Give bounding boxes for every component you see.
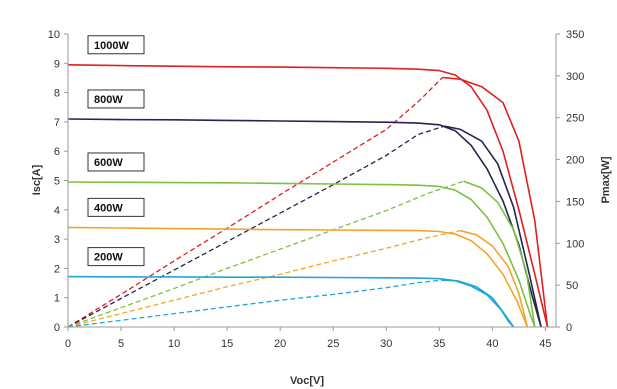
pv-curve-falling-400w [460, 229, 529, 328]
y-right-tick-label: 200 [566, 155, 584, 167]
x-tick-label: 15 [221, 338, 233, 350]
iv-curve-800w [67, 118, 542, 328]
series-label-200w: 200W [87, 247, 145, 267]
series-layer [67, 64, 549, 328]
y-left-tick-label: 3 [54, 234, 60, 246]
y-right-tick-label: 50 [566, 280, 578, 292]
iv-curve-1000w [67, 64, 549, 328]
pv-curve-falling-1000w [442, 76, 549, 328]
series-label-400w: 400W [87, 197, 145, 217]
iv-curve-400w [67, 226, 529, 328]
legend-layer: 1000W 800W 600W 400W 200W [87, 35, 145, 267]
x-tick-label: 30 [380, 338, 392, 350]
y-left-tick-label: 7 [54, 117, 60, 129]
pv-curve-falling-600w [463, 180, 536, 328]
iv-curve-200w [67, 275, 515, 328]
series-label-800w: 800W [87, 89, 145, 109]
series-label-600w: 600W [87, 152, 145, 172]
y-left-tick-label: 5 [54, 176, 60, 188]
y-right-tick-label: 0 [566, 322, 572, 334]
pv-curve-rising-800w [67, 125, 445, 328]
y-left-tick-label: 2 [54, 263, 60, 275]
series-label-box [87, 35, 145, 55]
pv-curve-falling-800w [444, 125, 542, 328]
y-left-tick-label: 9 [54, 58, 60, 70]
pv-curve-rising-1000w [67, 77, 443, 328]
y-right-axis-title: Pmax[W] [600, 156, 612, 203]
pv-curve-rising-600w [67, 180, 464, 328]
y-right-tick-label: 150 [566, 196, 584, 208]
x-axis-title: Voc[V] [290, 375, 324, 387]
y-left-tick-label: 4 [54, 205, 60, 217]
x-tick-label: 20 [274, 338, 286, 350]
y-left-tick-label: 6 [54, 146, 60, 158]
series-label-text: 800W [94, 94, 123, 106]
y-left-tick-label: 0 [54, 322, 60, 334]
x-tick-label: 40 [486, 338, 498, 350]
y-left-tick-label: 8 [54, 88, 60, 100]
pv-curve-rising-400w [67, 230, 461, 328]
series-label-box [87, 152, 145, 172]
y-right-tick-label: 250 [566, 113, 584, 125]
x-tick-label: 35 [433, 338, 445, 350]
series-label-1000w: 1000W [87, 35, 145, 55]
series-label-box [87, 89, 145, 109]
pv-curve-falling-200w [441, 279, 515, 328]
x-tick-label: 45 [539, 338, 551, 350]
axis-layer: 0 5 10 15 20 25 30 35 40 450123456789100501001502… [48, 29, 585, 350]
iv-curve-600w [67, 181, 536, 328]
y-right-tick-label: 350 [566, 29, 584, 41]
x-tick-label: 0 [65, 338, 71, 350]
series-label-box [87, 197, 145, 217]
series-label-box [87, 247, 145, 267]
pv-curve-rising-200w [67, 279, 442, 328]
y-left-tick-label: 10 [48, 29, 60, 41]
x-tick-label: 10 [168, 338, 180, 350]
y-right-tick-label: 300 [566, 71, 584, 83]
series-label-text: 600W [94, 157, 123, 169]
y-left-axis-title: Isc[A] [31, 164, 43, 195]
series-label-text: 200W [94, 252, 123, 264]
y-left-tick-label: 1 [54, 293, 60, 305]
x-tick-label: 5 [118, 338, 124, 350]
series-label-text: 400W [94, 202, 123, 214]
series-label-text: 1000W [94, 40, 129, 52]
x-tick-label: 25 [327, 338, 339, 350]
y-right-tick-label: 100 [566, 238, 584, 250]
